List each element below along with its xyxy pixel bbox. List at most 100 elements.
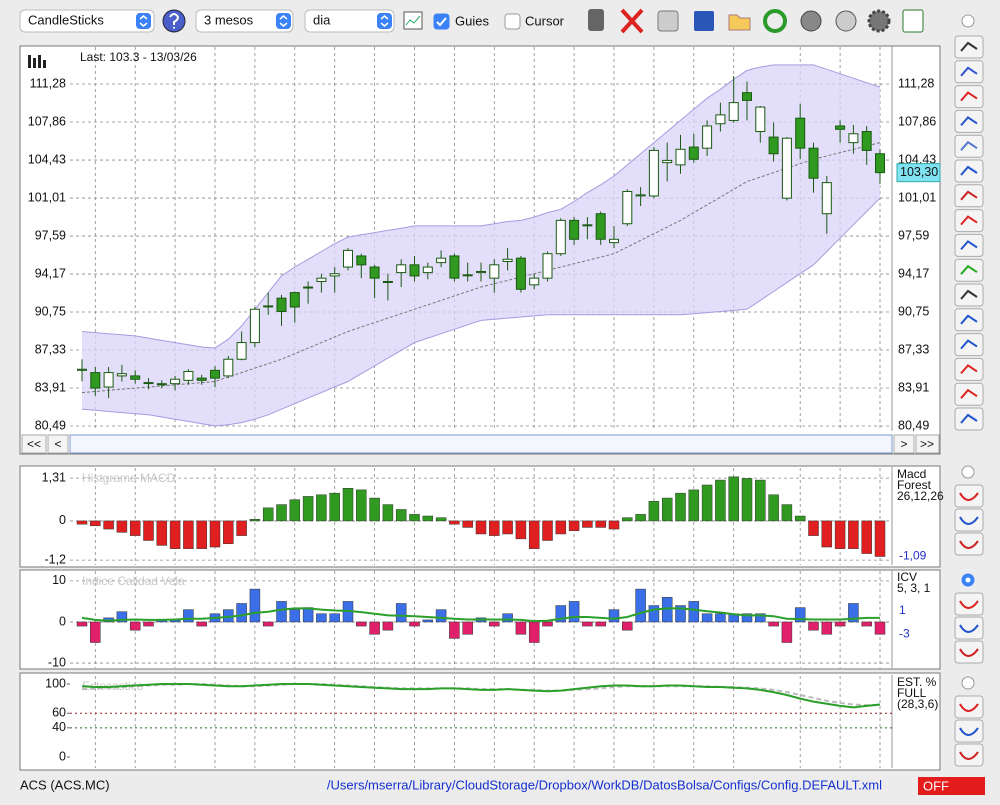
moving-average [81, 142, 881, 394]
tool-button[interactable] [954, 134, 984, 158]
bar [781, 504, 793, 522]
bar [715, 613, 726, 623]
y-tick-label: 87,33 [35, 342, 66, 356]
last-value-badge [896, 163, 941, 183]
panel-button[interactable] [954, 592, 984, 616]
panel-button[interactable] [954, 695, 984, 719]
candle-body [382, 280, 393, 283]
candle-body [582, 224, 593, 227]
bar [741, 613, 753, 623]
tool-button[interactable] [954, 209, 984, 233]
nav-last[interactable] [915, 434, 940, 454]
tool-button[interactable] [954, 382, 984, 406]
bar [409, 621, 420, 627]
guides-label: Guies [455, 13, 489, 28]
bar [701, 613, 713, 623]
bar [356, 489, 367, 522]
tool-button[interactable] [954, 308, 984, 332]
panel-button[interactable] [954, 743, 984, 767]
panel-button[interactable] [954, 484, 984, 508]
bar [622, 621, 633, 631]
bar [701, 484, 713, 522]
tool-icon [960, 339, 978, 350]
nav-first[interactable] [21, 434, 47, 454]
help-icon [169, 13, 180, 29]
panel-button[interactable] [954, 719, 984, 743]
candle-body [170, 378, 181, 385]
panel-button[interactable] [954, 532, 984, 556]
icon-part [38, 55, 41, 68]
y-tick-label: -1,2 [44, 552, 66, 566]
bar [489, 621, 500, 627]
calendar-icon[interactable] [902, 9, 924, 33]
settings-icon[interactable] [867, 9, 891, 33]
bar [462, 621, 473, 635]
panel-icon [959, 648, 979, 657]
update-icon[interactable] [800, 10, 822, 32]
tool-button[interactable] [954, 35, 984, 59]
candle-body [728, 102, 739, 121]
candle-body [143, 382, 154, 385]
tool-icon [960, 215, 978, 226]
bar [196, 621, 207, 627]
candle-body [542, 253, 553, 279]
bar [515, 621, 527, 635]
bar [449, 621, 460, 639]
currency-icon[interactable] [835, 10, 857, 32]
bar [568, 520, 580, 531]
bar [555, 605, 567, 623]
chart-icon[interactable] [403, 11, 423, 30]
cursor-checkbox[interactable] [504, 13, 521, 30]
candle-body [795, 117, 806, 149]
refresh-icon[interactable] [763, 9, 787, 33]
upper-band [81, 64, 881, 349]
candle-body [702, 125, 713, 149]
candle-body [462, 274, 473, 277]
candle-body [821, 182, 832, 215]
candle-body [449, 255, 460, 279]
mode-badge[interactable] [918, 777, 985, 795]
save-icon[interactable] [694, 11, 714, 31]
config-path[interactable]: /Users/mserra/Library/CloudStorage/Dropb… [327, 777, 882, 792]
clean-icon[interactable] [657, 10, 679, 32]
period-select[interactable] [195, 9, 294, 33]
tool-icon [960, 91, 978, 102]
guides-checkbox[interactable] [433, 13, 450, 30]
panel-button[interactable] [954, 616, 984, 640]
panel-button[interactable] [954, 508, 984, 532]
panel-icon [959, 540, 979, 549]
delete-icon[interactable] [620, 8, 644, 34]
tool-button[interactable] [954, 233, 984, 257]
tool-button[interactable] [954, 60, 984, 84]
candle-body [196, 377, 207, 381]
radio[interactable] [961, 14, 975, 28]
bar [648, 605, 660, 623]
chart-type-select[interactable] [19, 9, 155, 33]
select-arrow [377, 13, 392, 29]
interval: dia [313, 12, 331, 27]
tool-button[interactable] [954, 407, 984, 431]
select-chevron [279, 15, 288, 27]
panel-button[interactable] [954, 640, 984, 664]
panel-radio[interactable] [961, 676, 975, 690]
trash-icon[interactable] [588, 9, 604, 31]
tool-button[interactable] [954, 184, 984, 208]
tool-button[interactable] [954, 283, 984, 307]
bar [449, 520, 460, 525]
tool-button[interactable] [954, 85, 984, 109]
candle-body [648, 149, 659, 197]
panel-radio[interactable] [961, 465, 975, 479]
mode: OFF [923, 778, 949, 793]
tool-button[interactable] [954, 159, 984, 183]
y-tick-label: 107,86 [28, 114, 66, 128]
interval-select[interactable] [304, 9, 395, 33]
open-icon[interactable] [728, 14, 751, 31]
tool-icon [960, 190, 978, 201]
tool-button[interactable] [954, 109, 984, 133]
tool-button[interactable] [954, 357, 984, 381]
bar [608, 520, 620, 530]
tool-button[interactable] [954, 333, 984, 357]
tool-button[interactable] [954, 258, 984, 282]
nav-next[interactable] [893, 434, 915, 454]
nav-prev[interactable] [47, 434, 69, 454]
